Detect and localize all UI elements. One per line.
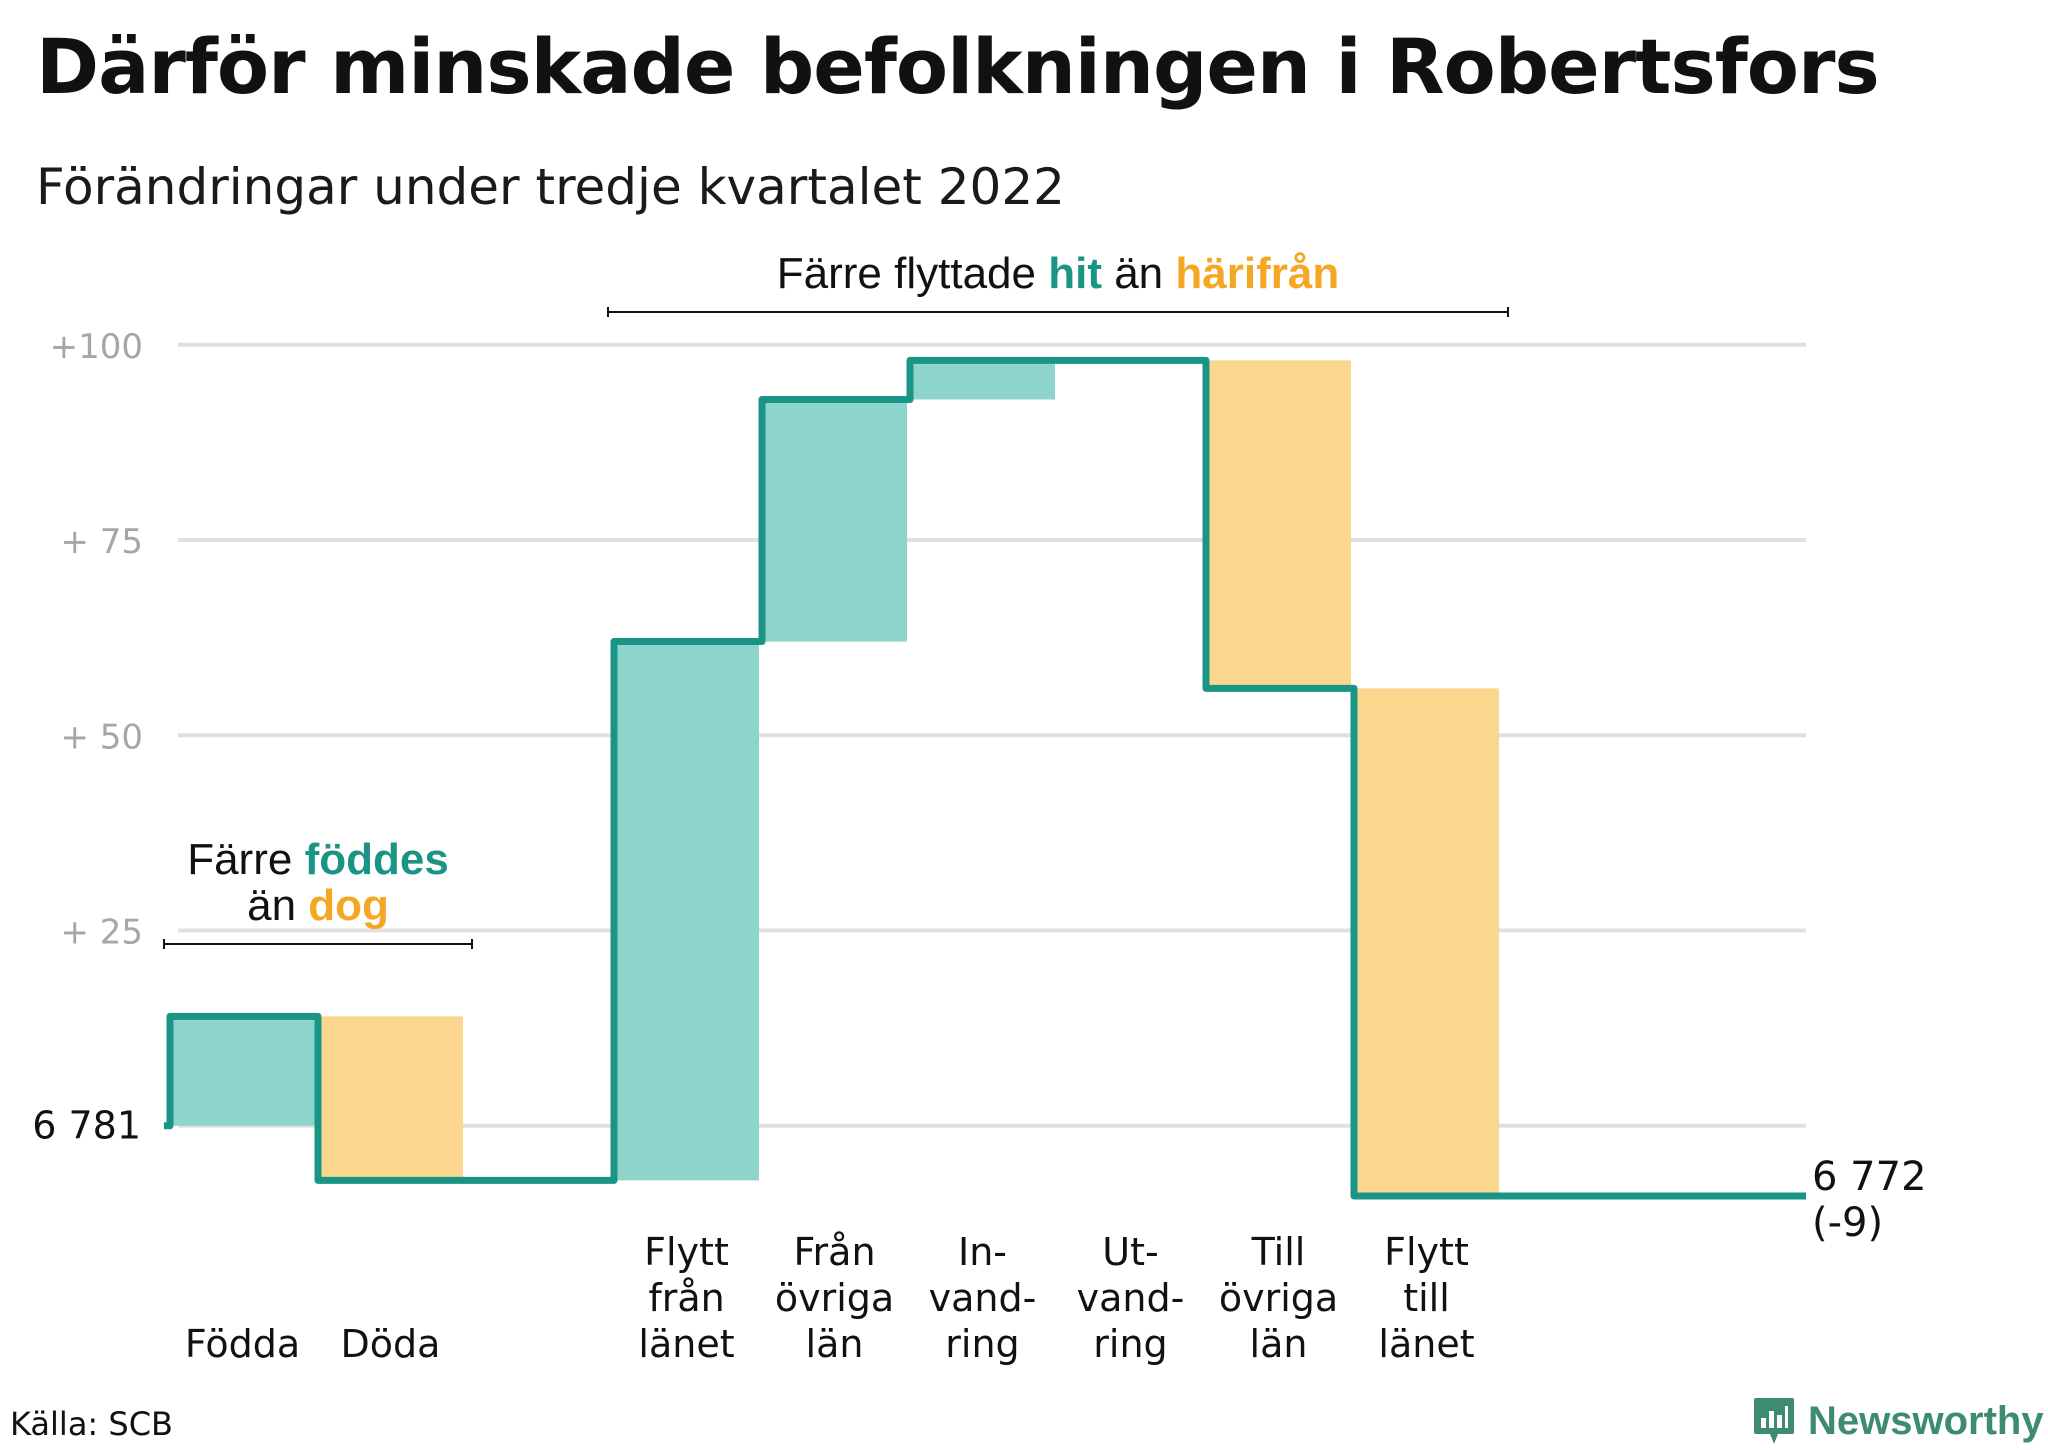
step-lines (164, 356, 1806, 1200)
category-label: ring (1093, 1322, 1167, 1366)
category-label: ring (945, 1322, 1019, 1366)
bar (318, 1016, 463, 1181)
annotation-segment: än (1102, 249, 1175, 298)
category-label: Flytt (644, 1230, 729, 1274)
category-label: In- (958, 1230, 1007, 1274)
category-label: Döda (341, 1322, 441, 1366)
y-tick-label: + 25 (60, 912, 143, 952)
annotation-segment: föddes (305, 835, 449, 884)
brand-name: Newsworthy (1808, 1398, 2044, 1443)
category-label: övriga (1219, 1276, 1338, 1320)
annotation-segment: härifrån (1175, 249, 1339, 298)
annotation-segment: än (247, 881, 308, 930)
category-label: övriga (775, 1276, 894, 1320)
source-note: Källa: SCB (10, 1405, 173, 1443)
bar (1206, 360, 1351, 689)
annotation-text: Färre föddes (187, 835, 449, 884)
annotation-segment: dog (308, 881, 389, 930)
category-label: vand- (1077, 1276, 1185, 1320)
annotation-text: än dog (247, 881, 389, 930)
start-value-label: 6 781 (32, 1104, 141, 1148)
annotation-segment: Färre flyttade (777, 249, 1048, 298)
y-tick-label: +100 (50, 327, 143, 367)
category-label: län (806, 1322, 864, 1366)
category-label: Från (793, 1230, 875, 1274)
category-label: länet (638, 1322, 734, 1366)
bar (614, 641, 759, 1181)
annotation-segment: Färre (187, 835, 304, 884)
bars (170, 360, 1499, 1196)
logo-icon (1754, 1398, 1794, 1444)
category-label: Till (1251, 1230, 1306, 1274)
end-value-label: (-9) (1812, 1200, 1883, 1246)
category-label: till (1403, 1276, 1450, 1320)
category-label: Ut- (1102, 1230, 1158, 1274)
category-label: län (1250, 1322, 1308, 1366)
chart-subtitle: Förändringar under tredje kvartalet 2022 (36, 158, 1065, 216)
bar (910, 360, 1055, 400)
category-label: vand- (929, 1276, 1037, 1320)
newsworthy-logo: Newsworthy (1752, 1396, 2044, 1446)
end-value-label: 6 772 (1812, 1154, 1927, 1200)
bar (170, 1016, 315, 1126)
annotation-text: Färre flyttade hit än härifrån (777, 249, 1339, 298)
bar (762, 399, 907, 642)
y-tick-label: + 75 (60, 522, 143, 562)
gridlines (178, 342, 1806, 1128)
y-tick-label: + 50 (60, 717, 143, 757)
step-line (164, 356, 1806, 1200)
category-label: från (648, 1276, 724, 1320)
bar (1354, 688, 1499, 1196)
annotation-segment: hit (1048, 249, 1102, 298)
category-label: Flytt (1384, 1230, 1469, 1274)
category-label: länet (1378, 1322, 1474, 1366)
chart-title: Därför minskade befolkningen i Robertsfo… (36, 22, 1880, 111)
category-label: Födda (185, 1322, 300, 1366)
